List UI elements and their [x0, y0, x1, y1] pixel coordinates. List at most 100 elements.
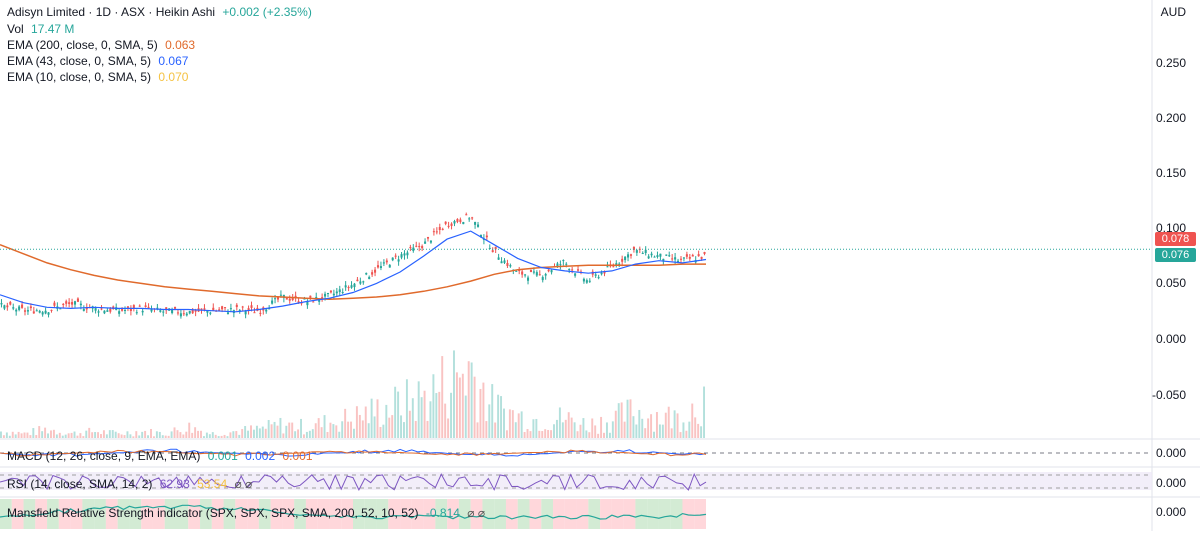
volume-bar: [341, 421, 344, 438]
macd-legend[interactable]: MACD (12, 26, close, 9, EMA, EMA) 0.001 …: [7, 448, 313, 464]
last-price-tag: 0.078: [1155, 232, 1196, 246]
volume-bar: [167, 435, 170, 438]
candle-body: [341, 292, 344, 293]
rsi-legend[interactable]: RSI (14, close, SMA, 14, 2) 62.93 53.54 …: [7, 477, 253, 491]
volume-bar: [314, 423, 317, 438]
candle-body: [250, 305, 253, 308]
volume-bar: [635, 424, 638, 438]
candle-body: [71, 302, 74, 305]
volume-bar: [647, 418, 650, 438]
rsi-value: 62.93: [159, 477, 190, 491]
candle-body: [253, 312, 256, 314]
candle-body: [468, 218, 471, 220]
mansfield-zone: [423, 499, 436, 529]
volume-bar: [91, 432, 94, 438]
volume-bar: [194, 427, 197, 438]
mansfield-zone: [529, 499, 542, 529]
mansfield-zone: [541, 499, 554, 529]
candle-body: [656, 255, 659, 257]
volume-bar: [217, 436, 220, 438]
volume-bar: [482, 382, 485, 438]
legend-ema200-row[interactable]: EMA (200, close, 0, SMA, 5) 0.063: [7, 37, 195, 53]
candle-body: [400, 254, 403, 258]
candle-body: [509, 265, 512, 267]
mansfield-zone: [494, 499, 506, 529]
volume-bar: [397, 391, 400, 438]
candle-body: [597, 277, 600, 279]
candle-body: [418, 246, 421, 248]
candle-body: [559, 264, 562, 266]
candle-body: [191, 310, 194, 314]
macd-signal-value: 0.001: [282, 449, 313, 463]
mansfield-zone: [188, 499, 201, 529]
legend-ema43-row[interactable]: EMA (43, close, 0, SMA, 5) 0.067: [7, 53, 188, 69]
volume-bar: [252, 429, 255, 438]
volume-bar: [55, 434, 58, 438]
mansfield-zone: [258, 499, 271, 529]
volume-bar: [0, 431, 2, 438]
volume-bar: [700, 426, 703, 438]
candle-body: [397, 259, 400, 262]
volume-bar: [561, 422, 564, 438]
volume-bar: [617, 403, 620, 438]
legend-vol-row[interactable]: Vol 17.47 M: [7, 21, 74, 37]
volume-bar: [523, 432, 526, 438]
candle-body: [459, 219, 462, 223]
candle-body: [229, 308, 232, 310]
ema10-label: EMA (10, close, 0, SMA, 5): [7, 70, 152, 84]
candle-body: [176, 312, 179, 314]
volume-bar: [664, 412, 667, 438]
candle-body: [194, 310, 197, 312]
candle-body: [371, 272, 374, 275]
candle-body: [65, 301, 68, 304]
candle-body: [432, 231, 435, 233]
volume-bar: [247, 430, 250, 438]
candle-body: [403, 253, 406, 256]
volume-bar: [338, 431, 341, 438]
mansfield-legend[interactable]: Mansfield Relative Strength indicator (S…: [7, 506, 486, 520]
volume-bar: [538, 430, 541, 438]
vol-value: 17.47 M: [31, 22, 75, 36]
volume-bar: [573, 422, 576, 438]
symbol-title[interactable]: Adisyn Limited · 1D · ASX · Heikin Ashi: [7, 5, 216, 19]
volume-bar: [623, 421, 626, 438]
volume-bar: [470, 362, 473, 438]
candle-body: [659, 253, 662, 257]
volume-bar: [638, 409, 641, 438]
volume-bar: [691, 403, 694, 438]
candle-body: [218, 309, 221, 311]
volume-bar: [23, 432, 26, 438]
volume-bar: [214, 434, 217, 438]
volume-bar: [411, 398, 414, 438]
candle-body: [406, 252, 409, 256]
candle-body: [665, 254, 668, 256]
volume-bar: [388, 417, 391, 438]
volume-bar: [350, 421, 352, 438]
candle-body: [73, 301, 77, 305]
mansfield-zone: [376, 499, 389, 529]
y-tick-label: 0.150: [1155, 166, 1186, 180]
volume-bar: [453, 350, 455, 438]
candle-body: [344, 285, 347, 288]
volume-bar: [97, 432, 100, 438]
candle-body: [444, 221, 447, 224]
volume-bar: [676, 413, 679, 438]
volume-bar: [288, 422, 291, 438]
volume-bar: [282, 433, 285, 438]
volume-bar: [608, 432, 611, 438]
currency-label[interactable]: AUD: [1160, 5, 1186, 19]
candle-body: [265, 309, 268, 312]
candle-body: [23, 310, 27, 312]
volume-bar: [152, 436, 155, 438]
volume-bar: [520, 411, 523, 438]
candle-body: [647, 256, 650, 259]
candle-body: [577, 269, 580, 271]
volume-bar: [244, 426, 247, 438]
volume-bar: [473, 376, 476, 438]
candle-body: [324, 293, 327, 297]
volume-bar: [208, 434, 211, 438]
legend-ema10-row[interactable]: EMA (10, close, 0, SMA, 5) 0.070: [7, 69, 188, 85]
volume-bar: [226, 436, 229, 438]
